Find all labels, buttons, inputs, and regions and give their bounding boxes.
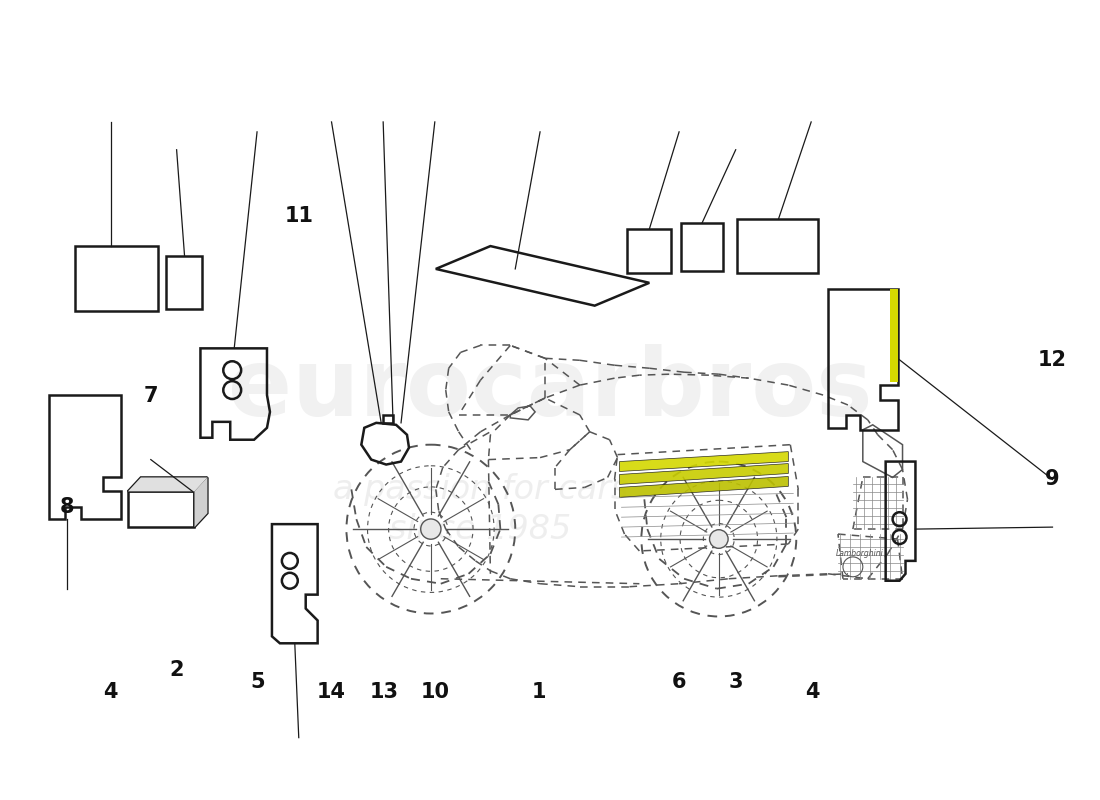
Text: 2: 2 <box>169 660 184 680</box>
Circle shape <box>420 519 441 539</box>
Text: since 1985: since 1985 <box>389 513 572 546</box>
Text: 1: 1 <box>531 682 547 702</box>
Text: 12: 12 <box>1038 350 1067 370</box>
Text: 11: 11 <box>284 206 314 226</box>
Text: Lamborghini: Lamborghini <box>836 550 883 558</box>
Text: eurocarbros: eurocarbros <box>228 344 872 436</box>
Circle shape <box>710 530 728 548</box>
Text: 8: 8 <box>59 498 75 518</box>
Text: 4: 4 <box>805 682 820 702</box>
Text: 6: 6 <box>672 672 686 692</box>
Text: 7: 7 <box>144 386 158 406</box>
Text: a passion for cars: a passion for cars <box>333 473 628 506</box>
Text: 5: 5 <box>250 672 265 692</box>
Polygon shape <box>619 477 789 498</box>
Text: 13: 13 <box>370 682 398 702</box>
Text: 3: 3 <box>728 672 743 692</box>
Polygon shape <box>128 478 208 491</box>
Text: 14: 14 <box>317 682 346 702</box>
Polygon shape <box>195 478 208 527</box>
Text: 4: 4 <box>103 682 118 702</box>
Text: 10: 10 <box>421 682 450 702</box>
Polygon shape <box>619 463 789 485</box>
Polygon shape <box>890 289 898 382</box>
Text: 9: 9 <box>1045 470 1059 490</box>
Polygon shape <box>619 452 789 471</box>
